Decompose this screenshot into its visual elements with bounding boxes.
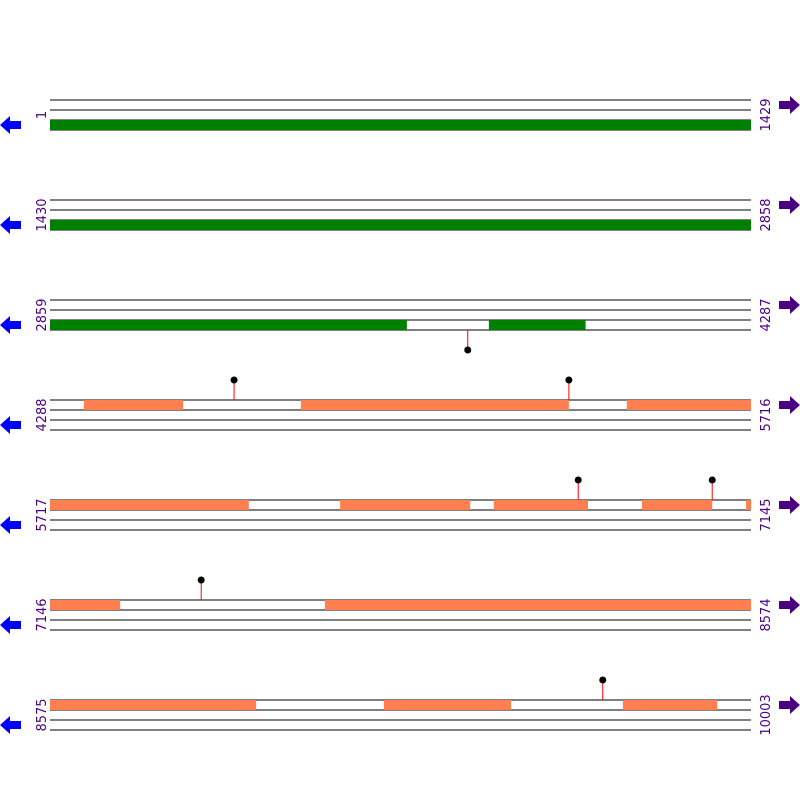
start-label: 2859 xyxy=(35,298,50,331)
marker-head xyxy=(708,476,716,484)
scroll-right-arrow[interactable] xyxy=(779,696,800,714)
marker-head xyxy=(464,346,472,354)
feature xyxy=(50,220,751,230)
end-label: 7145 xyxy=(759,498,774,531)
feature xyxy=(626,400,751,410)
scroll-left-arrow[interactable] xyxy=(0,416,21,434)
feature xyxy=(324,600,751,610)
start-label: 5717 xyxy=(35,498,50,531)
scroll-right-arrow[interactable] xyxy=(779,196,800,214)
scroll-left-arrow[interactable] xyxy=(0,216,21,234)
feature xyxy=(50,500,249,510)
scroll-right-arrow[interactable] xyxy=(779,296,800,314)
feature xyxy=(340,500,471,510)
end-label: 1429 xyxy=(759,98,774,131)
feature xyxy=(622,700,718,710)
scroll-left-arrow[interactable] xyxy=(0,116,21,134)
feature xyxy=(746,500,751,510)
start-label: 4288 xyxy=(35,398,50,431)
feature xyxy=(50,120,751,130)
feature xyxy=(642,500,713,510)
feature xyxy=(50,700,257,710)
feature xyxy=(488,320,586,330)
feature xyxy=(493,500,589,510)
marker-head xyxy=(565,376,573,384)
scroll-right-arrow[interactable] xyxy=(779,496,800,514)
scroll-left-arrow[interactable] xyxy=(0,716,21,734)
scroll-right-arrow[interactable] xyxy=(779,96,800,114)
end-label: 4287 xyxy=(759,298,774,331)
end-label: 2858 xyxy=(759,198,774,231)
marker-head xyxy=(574,476,582,484)
end-label: 8574 xyxy=(759,598,774,631)
feature xyxy=(50,320,407,330)
start-label: 1430 xyxy=(35,198,50,231)
marker-head xyxy=(230,376,238,384)
marker-head xyxy=(197,576,205,584)
end-label: 10003 xyxy=(759,694,774,735)
start-label: 7146 xyxy=(35,598,50,631)
scroll-left-arrow[interactable] xyxy=(0,316,21,334)
start-label: 8575 xyxy=(35,698,50,731)
scroll-left-arrow[interactable] xyxy=(0,516,21,534)
marker-head xyxy=(599,676,607,684)
scroll-right-arrow[interactable] xyxy=(779,396,800,414)
feature xyxy=(50,600,121,610)
scroll-left-arrow[interactable] xyxy=(0,616,21,634)
end-label: 5716 xyxy=(759,398,774,431)
feature xyxy=(83,400,184,410)
scroll-right-arrow[interactable] xyxy=(779,596,800,614)
feature xyxy=(300,400,569,410)
feature xyxy=(383,700,511,710)
start-label: 1 xyxy=(35,111,50,119)
